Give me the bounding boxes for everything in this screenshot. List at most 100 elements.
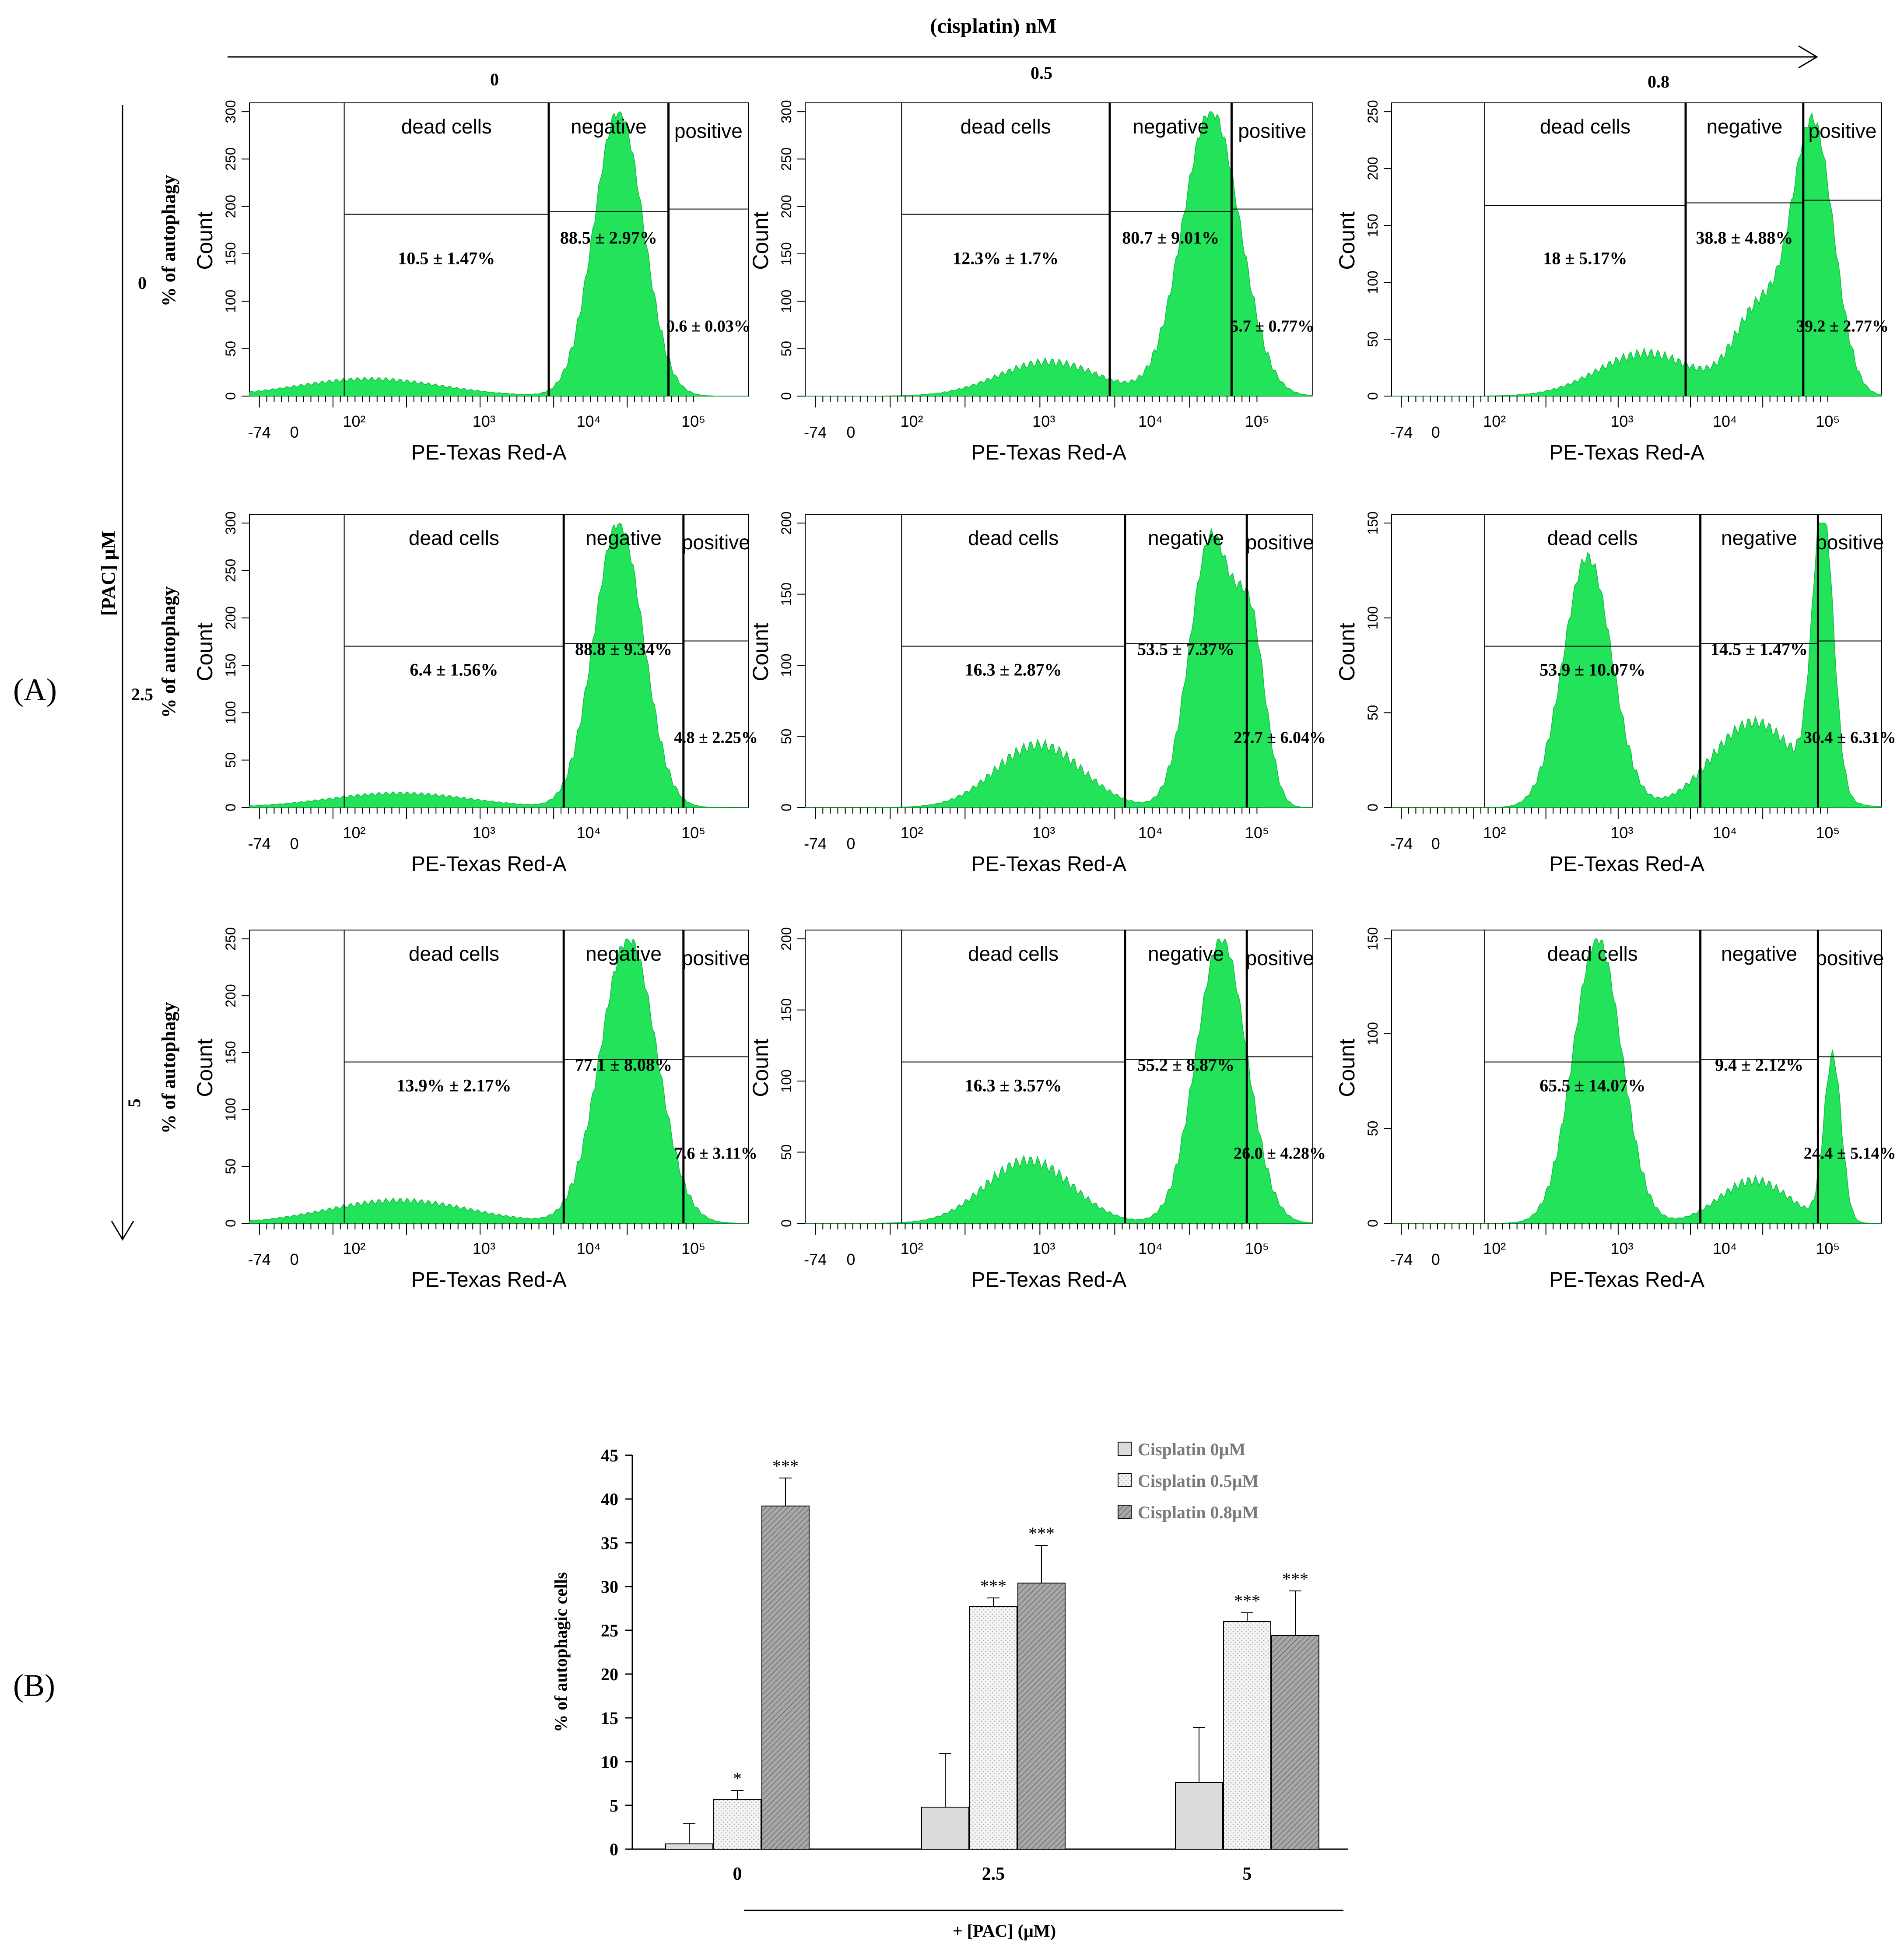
percent-positive: 4.8 ± 2.25% [674, 729, 758, 747]
bar-x-axis-label: + [PAC] (µM) [953, 1921, 1056, 1941]
histogram-fill [249, 938, 749, 1224]
x-tick-label: -74 [804, 1250, 827, 1268]
bar-2-0 [761, 1506, 810, 1850]
percent-dead: 16.3 ± 3.57% [965, 1076, 1062, 1095]
x-tick-label: 10² [1483, 824, 1506, 842]
x-tick-label: 10⁴ [576, 1239, 601, 1257]
histogram-panel-r0c1: dead cells negative positive 12.3% ± 1.7% 80… [748, 100, 1314, 464]
x-tick-label: 0 [290, 1250, 299, 1268]
y-tick-label: 100 [223, 290, 238, 313]
percent-dead: 65.5 ± 14.07% [1539, 1076, 1645, 1095]
x-axis-label: PE-Texas Red-A [411, 1268, 567, 1292]
gate-name-negative: negative [586, 942, 662, 965]
x-tick-label: -74 [1390, 835, 1413, 853]
gate-name-negative: negative [1133, 115, 1209, 138]
panel-b-label: (B) [13, 1668, 55, 1703]
bar-1-2 [1223, 1621, 1271, 1850]
y-tick-label: 100 [1365, 270, 1381, 294]
x-tick-label: 10³ [1610, 824, 1633, 842]
bar-1-0 [713, 1799, 761, 1850]
x-tick-label: 10⁵ [1245, 824, 1269, 842]
y-tick-label: 0 [778, 392, 794, 400]
x-tick-label: 10⁴ [1138, 412, 1163, 430]
y-tick-label: 50 [778, 1145, 794, 1160]
y-tick-label: 0 [1365, 804, 1381, 811]
cisplatin-axis-label: (cisplatin) nM [930, 14, 1056, 38]
percent-positive: 0.6 ± 0.03% [666, 317, 750, 336]
y-tick-label: 0 [1365, 1219, 1381, 1227]
y-tick-label: 50 [778, 729, 794, 744]
y-tick-label: 100 [1365, 1022, 1381, 1045]
x-tick-label: -74 [804, 835, 827, 853]
y-overlay-label: % of autophagy [158, 1002, 179, 1134]
y-axis-label: Count [748, 211, 773, 270]
histogram-frame [249, 102, 749, 397]
percent-negative: 77.1 ± 8.08% [575, 1055, 672, 1075]
histogram-fill [249, 111, 748, 397]
percent-negative: 88.5 ± 2.97% [560, 228, 657, 248]
x-tick-label: 10² [343, 412, 365, 430]
x-tick-label: 10⁵ [1816, 412, 1840, 430]
legend-swatch-2 [1118, 1505, 1132, 1519]
x-axis-label: PE-Texas Red-A [1549, 441, 1704, 464]
y-overlay-label: % of autophagy [158, 175, 179, 307]
y-tick-label: 0 [223, 1219, 238, 1227]
x-tick-label: 10³ [473, 824, 495, 842]
legend-label-0: Cisplatin 0µM [1138, 1439, 1245, 1459]
x-tick-label: 10² [901, 824, 923, 842]
bar-2-1 [1017, 1583, 1066, 1850]
y-tick-label: 100 [223, 1098, 238, 1121]
percent-negative: 80.7 ± 9.01% [1122, 228, 1219, 248]
percent-positive: 7.6 ± 3.11% [674, 1145, 757, 1163]
y-axis-label: Count [193, 623, 217, 681]
y-axis-label: Count [193, 211, 217, 270]
x-tick-label: 10² [901, 412, 923, 430]
bar-y-tick-label: 20 [601, 1664, 618, 1684]
significance-1-1: *** [980, 1576, 1006, 1596]
histogram-fill [249, 523, 748, 808]
y-tick-label: 300 [223, 511, 238, 534]
x-tick-label: 10³ [1610, 1239, 1633, 1257]
bar-0-0 [665, 1843, 713, 1850]
percent-dead: 16.3 ± 2.87% [965, 660, 1062, 680]
x-tick-label: -74 [248, 835, 271, 853]
bar-y-tick-label: 5 [610, 1796, 618, 1815]
bar-y-tick-label: 0 [610, 1840, 618, 1859]
x-tick-label: 10³ [1032, 412, 1055, 430]
percent-positive: 39.2 ± 2.77% [1796, 317, 1889, 336]
x-tick-label: 10³ [473, 412, 495, 430]
x-tick-label: 0 [1431, 423, 1440, 441]
bar-y-tick-label: 40 [601, 1489, 618, 1509]
y-tick-label: 0 [778, 804, 794, 811]
y-tick-label: 200 [223, 984, 238, 1007]
x-tick-label: 10³ [1610, 412, 1633, 430]
y-tick-label: 0 [778, 1219, 794, 1227]
legend-label-1: Cisplatin 0.5µM [1138, 1471, 1259, 1491]
gate-name-positive: positive [1246, 947, 1314, 969]
x-tick-label: 10⁴ [1138, 824, 1163, 842]
x-axis-label: PE-Texas Red-A [971, 1268, 1126, 1292]
pac-arrow-head [111, 1221, 134, 1241]
percent-negative: 88.8 ± 9.34% [575, 639, 672, 659]
gate-name-negative: negative [1721, 527, 1797, 549]
y-axis-label: Count [1335, 623, 1359, 681]
histogram-fill [805, 527, 1313, 808]
gate-name-dead: dead cells [409, 942, 499, 965]
y-axis-label: Count [748, 1039, 773, 1097]
y-tick-label: 250 [223, 147, 238, 171]
x-tick-label: -74 [248, 1250, 271, 1268]
percent-negative: 14.5 ± 1.47% [1711, 639, 1808, 659]
histogram-grid: dead cells negative positive 10.5 ± 1.47% 88… [158, 100, 1896, 1292]
x-tick-label: 10² [901, 1239, 923, 1257]
gate-name-positive: positive [1246, 531, 1314, 554]
x-tick-label: 10⁴ [1713, 1239, 1737, 1257]
x-tick-label: -74 [804, 423, 827, 441]
y-tick-label: 300 [223, 100, 238, 123]
percent-dead: 18 ± 5.17% [1543, 249, 1627, 268]
cisplatin-arrow-head [1798, 45, 1818, 69]
y-tick-label: 100 [778, 1069, 794, 1092]
bar-1-1 [969, 1606, 1017, 1850]
x-tick-label: 10³ [1032, 1239, 1055, 1257]
gate-name-dead: dead cells [409, 527, 499, 549]
gate-name-negative: negative [1721, 942, 1797, 965]
